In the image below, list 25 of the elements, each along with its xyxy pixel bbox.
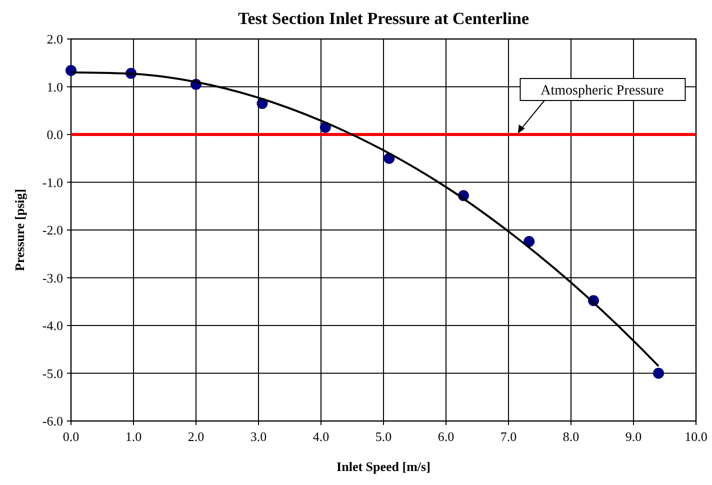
point <box>653 368 664 379</box>
x-tick-label: 9.0 <box>625 429 642 444</box>
x-tick-label: 1.0 <box>125 429 142 444</box>
x-tick-label: 2.0 <box>188 429 204 444</box>
x-tick-label: 0.0 <box>62 429 80 444</box>
y-tick-label: -5.0 <box>42 366 63 381</box>
y-tick-label: 0.0 <box>46 127 63 142</box>
y-tick-label: -4.0 <box>42 318 63 333</box>
x-axis-title: Inlet Speed [m/s] <box>336 459 430 474</box>
chart-title: Test Section Inlet Pressure at Centerline <box>238 9 530 28</box>
y-tick-label: -6.0 <box>42 414 63 428</box>
y-tick-label: -1.0 <box>42 174 63 190</box>
x-tick-label: 3.0 <box>250 429 267 444</box>
y-tick-label: 2.0 <box>46 32 63 46</box>
y-axis-title: Pressure [psig] <box>12 188 27 272</box>
y-tick-label: 1.0 <box>46 79 63 94</box>
x-tick-label: 5.0 <box>375 429 392 444</box>
y-tick-label: -2.0 <box>42 222 63 238</box>
x-tick-label: 6.0 <box>438 429 454 444</box>
y-tick-label: -3.0 <box>42 270 63 286</box>
x-tick-label: 4.0 <box>312 429 330 444</box>
x-tick-label: 7.0 <box>500 429 517 444</box>
x-tick-label: 8.0 <box>562 429 580 444</box>
x-tick-label: 10.0 <box>684 429 708 444</box>
ref-line-label: Atmospheric Pressure <box>540 84 664 98</box>
